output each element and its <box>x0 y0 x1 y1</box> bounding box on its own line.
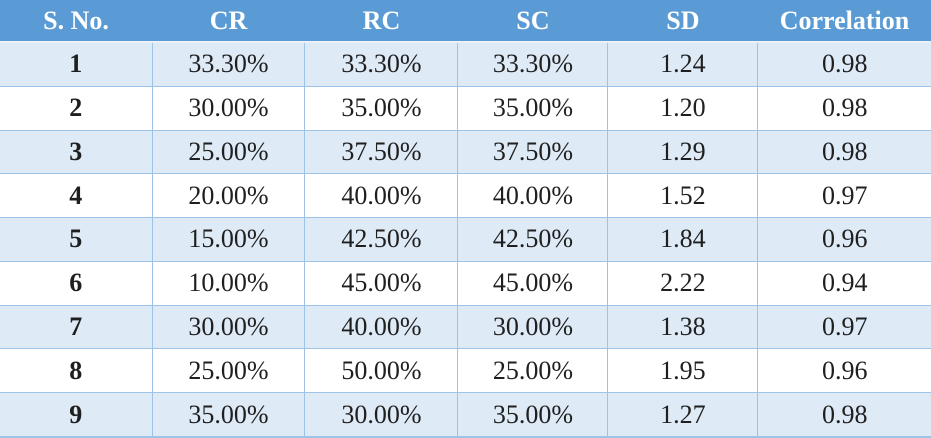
table-cell: 35.00% <box>151 392 306 438</box>
table-cell: 0.96 <box>757 217 931 262</box>
table-cell: 1.95 <box>607 348 759 394</box>
table-cell: 30.00% <box>151 304 306 350</box>
table-cell: 33.30% <box>304 41 459 87</box>
row-number-cell: 7 <box>0 304 153 350</box>
column-header-rc: RC <box>304 0 458 43</box>
table-cell: 0.96 <box>757 348 931 394</box>
table-cell: 33.30% <box>457 41 609 87</box>
table-cell: 42.50% <box>457 217 609 262</box>
table-row: 4 20.00% 40.00% 40.00% 1.52 0.97 <box>0 173 931 219</box>
table-cell: 50.00% <box>304 348 459 394</box>
table-row: 3 25.00% 37.50% 37.50% 1.29 0.98 <box>0 129 931 175</box>
row-number-cell: 2 <box>0 85 153 131</box>
table-row: 8 25.00% 50.00% 25.00% 1.95 0.96 <box>0 348 931 394</box>
table-header: S. No. CR RC SC SD Correlation <box>0 0 931 43</box>
table-cell: 1.38 <box>607 304 759 350</box>
table-cell: 40.00% <box>304 304 459 350</box>
table-cell: 37.50% <box>304 129 459 175</box>
table-cell: 33.30% <box>151 41 306 87</box>
column-header-cr: CR <box>152 0 305 43</box>
table-cell: 20.00% <box>151 173 306 219</box>
table-cell: 42.50% <box>304 217 459 262</box>
table-cell: 1.24 <box>607 41 759 87</box>
column-header-correlation: Correlation <box>757 0 931 43</box>
row-number-cell: 1 <box>0 41 153 87</box>
table-cell: 25.00% <box>151 129 306 175</box>
table-row: 9 35.00% 30.00% 35.00% 1.27 0.98 <box>0 392 931 438</box>
table-cell: 1.27 <box>607 392 759 438</box>
table-row: 7 30.00% 40.00% 30.00% 1.38 0.97 <box>0 304 931 350</box>
table-cell: 45.00% <box>457 260 609 306</box>
row-number-cell: 9 <box>0 392 153 438</box>
column-header-sc: SC <box>457 0 608 43</box>
table-row: 1 33.30% 33.30% 33.30% 1.24 0.98 <box>0 41 931 87</box>
table-cell: 0.98 <box>757 129 931 175</box>
column-header-s-no: S. No. <box>0 0 153 43</box>
table-cell: 0.94 <box>757 260 931 306</box>
row-number-cell: 4 <box>0 173 153 219</box>
table-cell: 0.97 <box>757 173 931 219</box>
table-cell: 25.00% <box>457 348 609 394</box>
table-cell: 0.98 <box>757 85 931 131</box>
table-cell: 1.84 <box>607 217 759 262</box>
row-number-cell: 8 <box>0 348 153 394</box>
row-number-cell: 6 <box>0 260 153 306</box>
table-cell: 30.00% <box>151 85 306 131</box>
table-cell: 1.29 <box>607 129 759 175</box>
table-cell: 40.00% <box>457 173 609 219</box>
row-number-cell: 3 <box>0 129 153 175</box>
table-cell: 2.22 <box>607 260 759 306</box>
table-cell: 35.00% <box>304 85 459 131</box>
table-cell: 25.00% <box>151 348 306 394</box>
table-row: 5 15.00% 42.50% 42.50% 1.84 0.96 <box>0 217 931 262</box>
column-header-sd: SD <box>607 0 758 43</box>
table-cell: 30.00% <box>304 392 459 438</box>
header-row: S. No. CR RC SC SD Correlation <box>0 0 931 43</box>
table-row: 6 10.00% 45.00% 45.00% 2.22 0.94 <box>0 260 931 306</box>
table-cell: 35.00% <box>457 85 609 131</box>
table-cell: 45.00% <box>304 260 459 306</box>
table-cell: 0.97 <box>757 304 931 350</box>
table-cell: 30.00% <box>457 304 609 350</box>
table-cell: 35.00% <box>457 392 609 438</box>
table-cell: 40.00% <box>304 173 459 219</box>
table-cell: 10.00% <box>151 260 306 306</box>
table-cell: 1.20 <box>607 85 759 131</box>
table-cell: 0.98 <box>757 392 931 438</box>
table-body: 1 33.30% 33.30% 33.30% 1.24 0.98 2 30.00% 35.00%… <box>0 41 931 438</box>
table-cell: 0.98 <box>757 41 931 87</box>
row-number-cell: 5 <box>0 217 153 262</box>
table-cell: 15.00% <box>151 217 306 262</box>
table-cell: 37.50% <box>457 129 609 175</box>
table-cell: 1.52 <box>607 173 759 219</box>
table-row: 2 30.00% 35.00% 35.00% 1.20 0.98 <box>0 85 931 131</box>
